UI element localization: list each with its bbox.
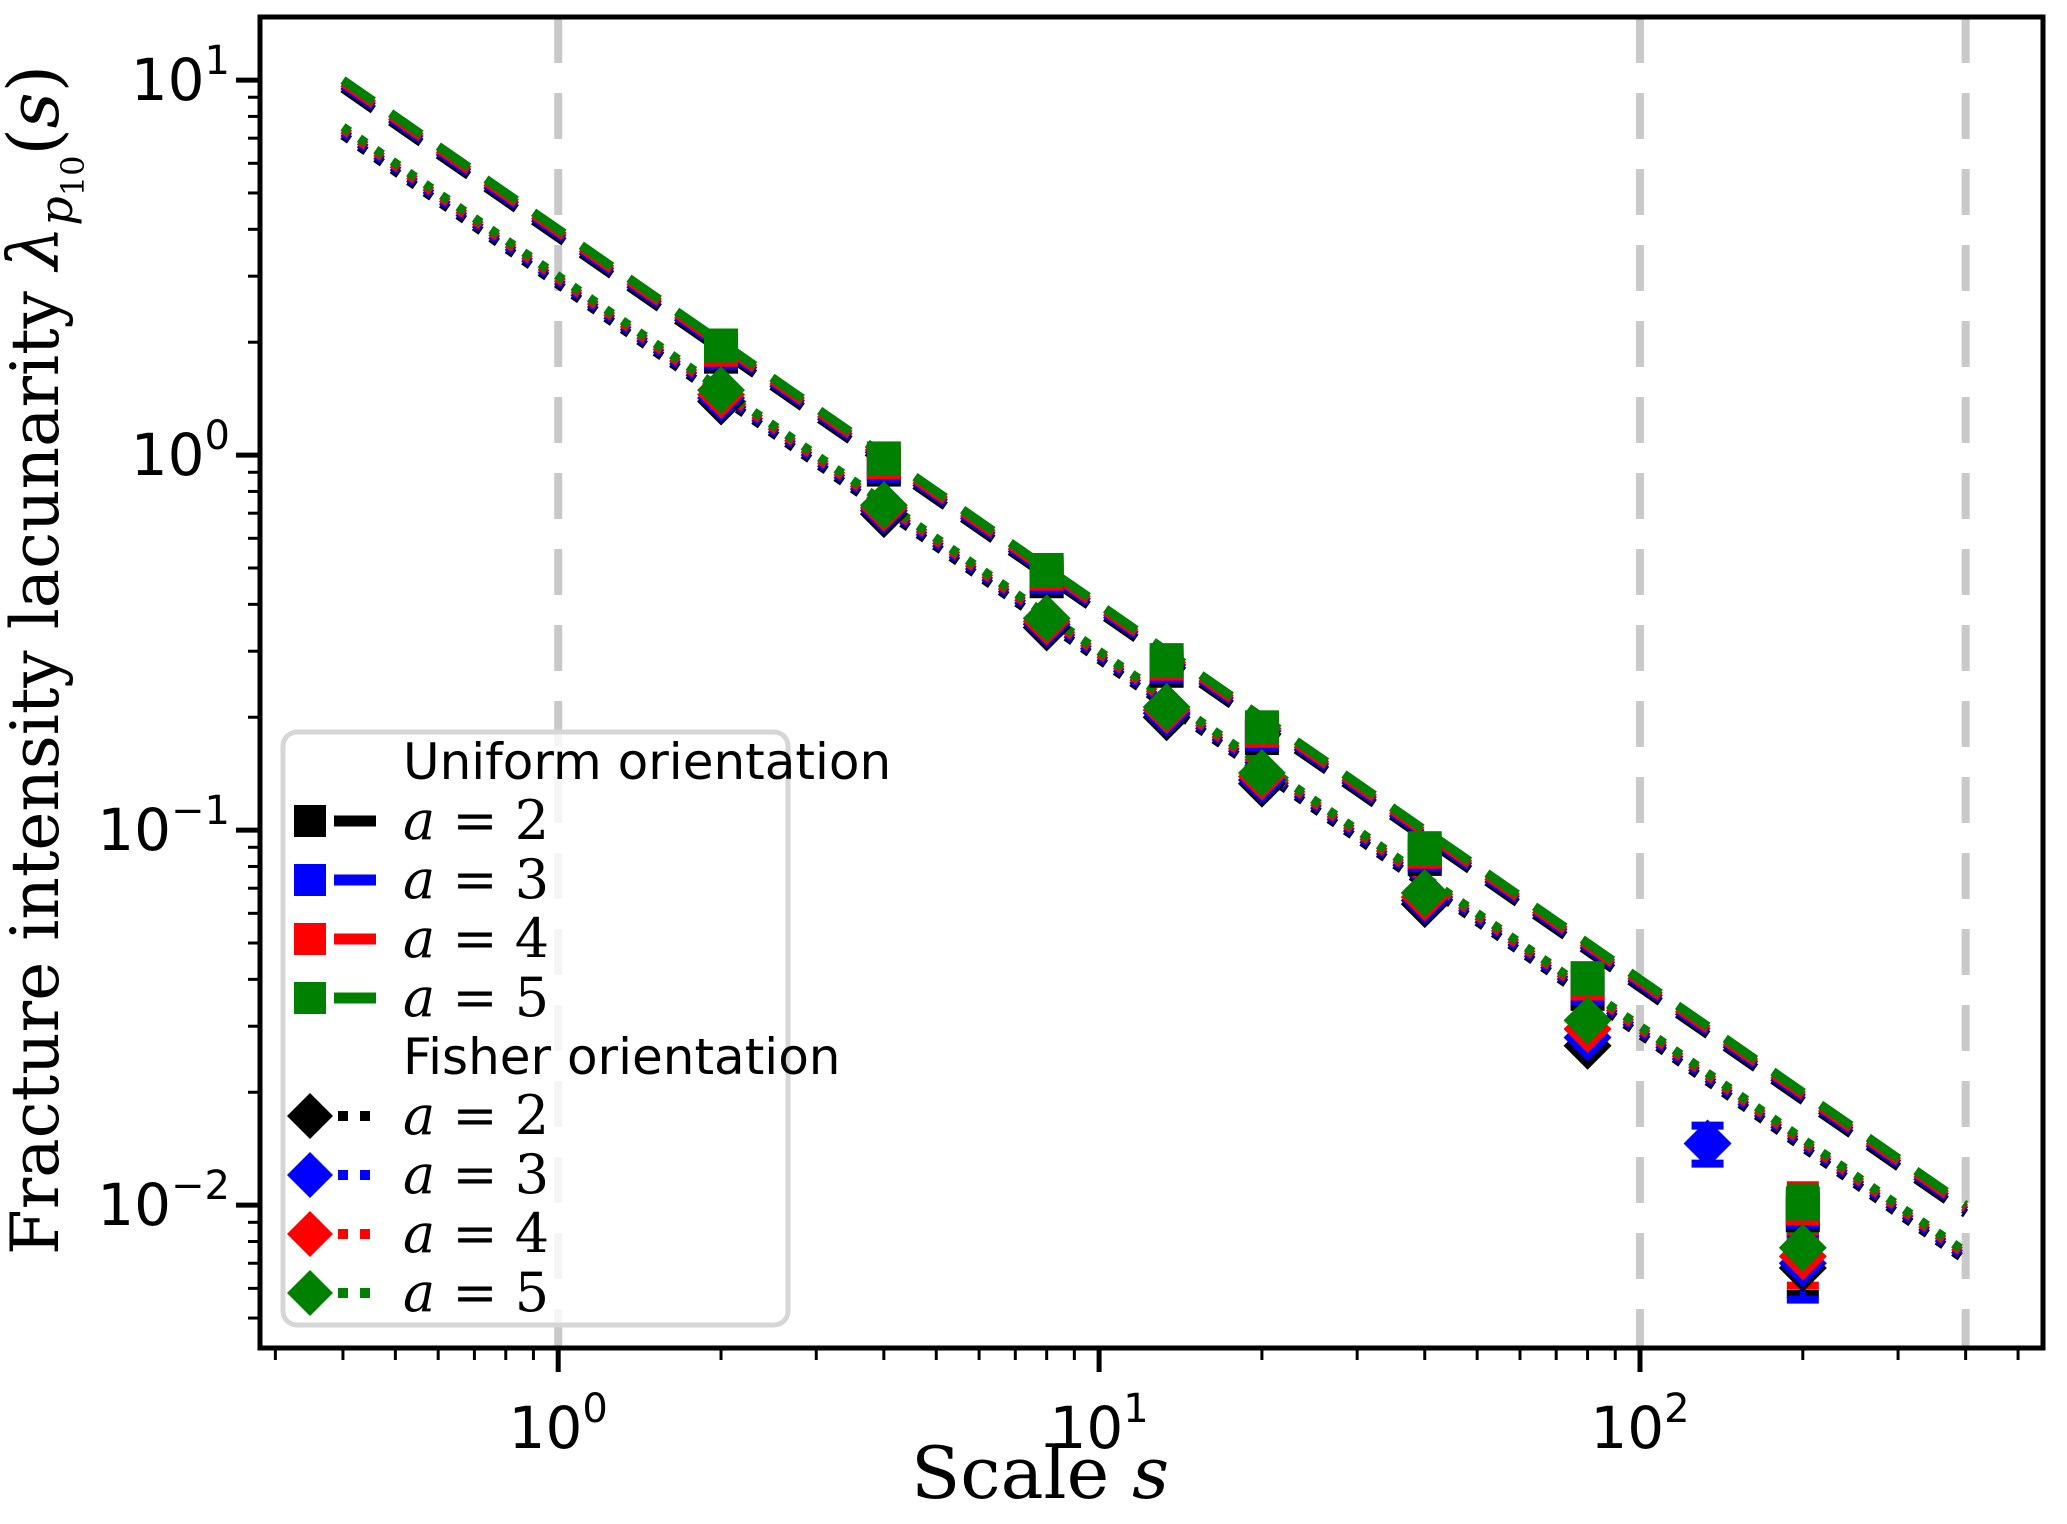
legend-diamond-swatch: [287, 1093, 333, 1139]
legend-item-1-3: a = 5: [287, 1261, 549, 1324]
series-uniform-a5: [704, 328, 1820, 1221]
legend-square-swatch: [294, 923, 326, 955]
legend-dot-sample: [360, 1288, 370, 1298]
x-axis-label: Scale s: [911, 1431, 1169, 1515]
marker-diamond-fisher-a5-s2: [697, 366, 746, 415]
legend-dot-sample: [338, 1229, 348, 1239]
legend-box: [280, 729, 791, 1328]
marker-diamond-fisher-a5-s40: [1400, 868, 1449, 917]
legend-item-1-1: a = 3: [287, 1143, 549, 1206]
legend-dot-sample: [338, 1170, 348, 1180]
fit-line-uniform-a5: [340, 76, 1969, 1209]
legend-item-0-1: a = 3: [294, 848, 549, 911]
legend-square-swatch: [294, 805, 326, 837]
legend-item-0-3: a = 5: [294, 966, 549, 1029]
marker-square-uniform-a5-s40: [1407, 831, 1442, 866]
y-tick-label-10: 101: [131, 38, 230, 114]
legend-item-label: a = 4: [403, 1202, 549, 1265]
legend-item-0-0: a = 2: [294, 789, 549, 852]
marker-square-uniform-a5-s8: [1029, 552, 1064, 587]
legend-item-label: a = 2: [403, 1084, 549, 1147]
legend-item-label: a = 2: [403, 789, 549, 852]
legend-item-label: a = 3: [403, 1143, 549, 1206]
marker-diamond-fisher-a5-s13: [1142, 682, 1191, 731]
legend-square-swatch: [294, 982, 326, 1014]
legend-diamond-swatch: [287, 1211, 333, 1257]
legend-dot-sample: [360, 1170, 370, 1180]
legend-diamond-swatch: [287, 1270, 333, 1316]
marker-diamond-fisher-a5-s20: [1237, 749, 1286, 798]
legend-item-1-0: a = 2: [287, 1084, 549, 1147]
marker-diamond-fisher-a3-s133: [1683, 1119, 1732, 1168]
axes-spines: [257, 14, 2046, 1351]
legend-diamond-swatch: [287, 1152, 333, 1198]
legend-item-label: a = 3: [403, 848, 549, 911]
legend-dot-sample: [338, 1111, 348, 1121]
fit-line-fisher-a5: [340, 123, 1969, 1256]
x-tick-label-10: 101: [1049, 1386, 1148, 1462]
legend-item-1-2: a = 4: [287, 1202, 549, 1265]
legend-square-swatch: [294, 864, 326, 896]
marker-diamond-fisher-a5-s4: [859, 481, 908, 530]
legend-section-title-0: Uniform orientation: [403, 733, 891, 791]
data-markers: [697, 328, 1827, 1292]
legend-dot-sample: [360, 1229, 370, 1239]
legend-dot-sample: [338, 1288, 348, 1298]
marker-diamond-fisher-a5-s8: [1022, 594, 1071, 643]
marker-square-uniform-a5-s13: [1149, 643, 1184, 678]
marker-square-uniform-a5-s200: [1785, 1186, 1820, 1221]
marker-square-uniform-a5-s2: [704, 328, 739, 363]
marker-diamond-fisher-a5-s80: [1563, 996, 1612, 1045]
legend-item-label: a = 5: [403, 966, 549, 1029]
legend-dot-sample: [360, 1111, 370, 1121]
marker-square-uniform-a5-s20: [1244, 710, 1279, 745]
legend-item-label: a = 4: [403, 907, 549, 970]
marker-diamond-fisher-a5-s200: [1778, 1223, 1827, 1272]
legend-section-title-1: Fisher orientation: [403, 1028, 840, 1086]
legend-item-label: a = 5: [403, 1261, 549, 1324]
legend-item-0-2: a = 4: [294, 907, 549, 970]
marker-square-uniform-a5-s80: [1570, 961, 1605, 996]
marker-square-uniform-a5-s4: [866, 441, 901, 476]
series-fisher-a5: [697, 366, 1827, 1272]
